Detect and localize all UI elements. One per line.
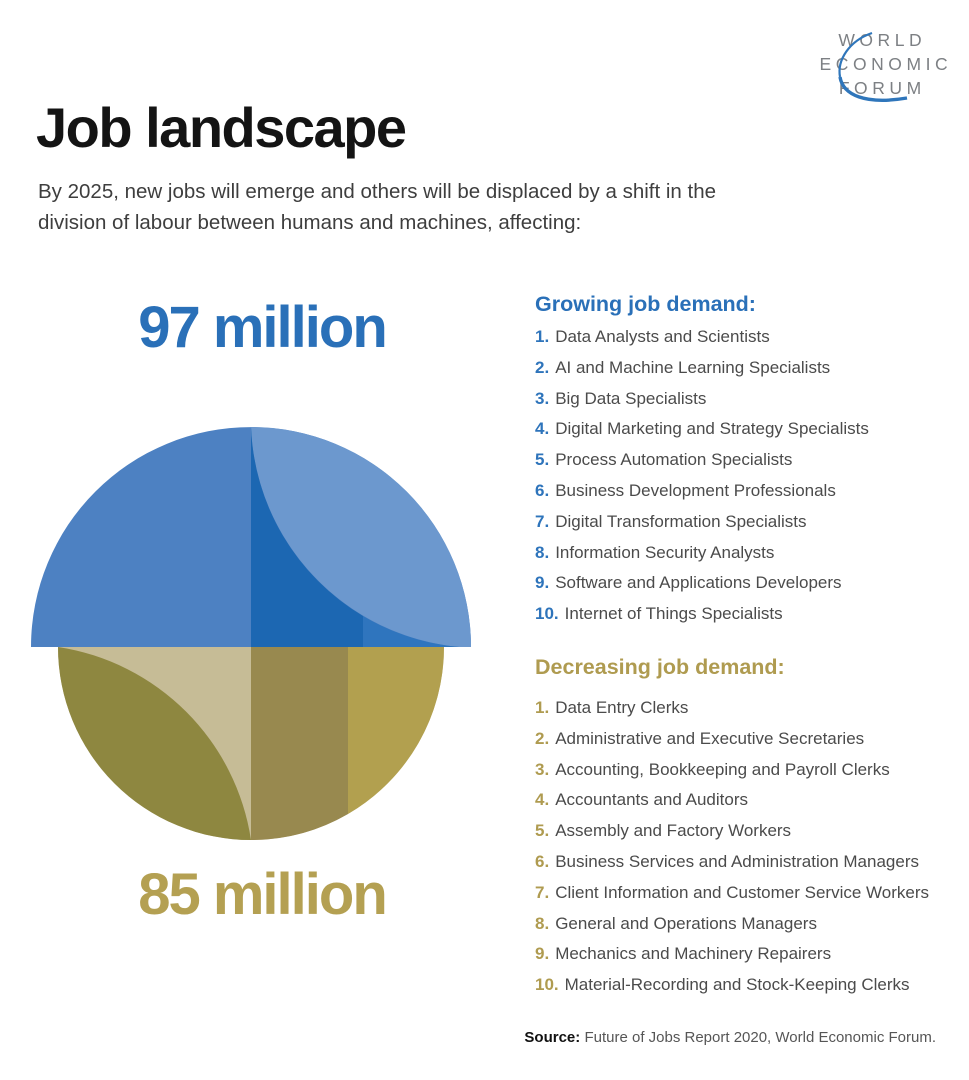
decreasing-petal-olive bbox=[58, 647, 251, 840]
decreasing-wedge-gold bbox=[348, 647, 445, 814]
list-item: 9. Software and Applications Developers bbox=[535, 568, 869, 599]
item-label: Client Information and Customer Service … bbox=[555, 882, 930, 902]
item-label: AI and Machine Learning Specialists bbox=[555, 357, 831, 377]
list-item: 1. Data Analysts and Scientists bbox=[535, 322, 869, 353]
source-line: Source: Future of Jobs Report 2020, Worl… bbox=[524, 1029, 936, 1046]
item-number: 6. bbox=[535, 851, 550, 871]
growing-total-value: 97 million bbox=[138, 295, 388, 360]
growing-sliver-mid bbox=[363, 616, 459, 647]
item-label: Digital Transformation Specialists bbox=[555, 511, 807, 531]
list-item: 2. AI and Machine Learning Specialists bbox=[535, 353, 869, 384]
item-number: 2. bbox=[535, 357, 550, 377]
item-label: Accountants and Auditors bbox=[555, 790, 748, 810]
item-label: Digital Marketing and Strategy Specialis… bbox=[555, 419, 869, 439]
list-item: 7. Client Information and Customer Servic… bbox=[535, 878, 929, 909]
item-number: 7. bbox=[535, 882, 550, 902]
item-label: General and Operations Managers bbox=[555, 913, 817, 933]
wef-logo-word-2: ECONOMIC bbox=[819, 54, 953, 74]
list-item: 2. Administrative and Executive Secretari… bbox=[535, 724, 929, 755]
item-number: 4. bbox=[535, 790, 550, 810]
item-number: 6. bbox=[535, 480, 550, 500]
decreasing-strip-center bbox=[251, 647, 348, 841]
item-label: Administrative and Executive Secretaries bbox=[555, 728, 865, 748]
item-label: Mechanics and Machinery Repairers bbox=[555, 944, 832, 964]
list-item: 7. Digital Transformation Specialists bbox=[535, 507, 869, 538]
item-label: Accounting, Bookkeeping and Payroll Cler… bbox=[555, 759, 890, 779]
item-label: Assembly and Factory Workers bbox=[555, 821, 792, 841]
item-number: 8. bbox=[535, 542, 550, 562]
list-item: 6. Business Development Professionals bbox=[535, 476, 869, 507]
item-number: 5. bbox=[535, 821, 550, 841]
list-item: 5. Assembly and Factory Workers bbox=[535, 816, 929, 847]
growing-wedge-dark bbox=[251, 427, 363, 647]
item-number: 2. bbox=[535, 728, 550, 748]
item-number: 1. bbox=[535, 327, 550, 346]
decreasing-list: 1. Data Entry Clerks 2. Administrative and… bbox=[535, 693, 929, 1001]
intro-text: By 2025, new jobs will emerge and others… bbox=[38, 177, 798, 238]
list-item: 8. General and Operations Managers bbox=[535, 909, 929, 940]
decreasing-heading: Decreasing job demand: bbox=[535, 655, 785, 679]
list-item: 8. Information Security Analysts bbox=[535, 538, 869, 569]
list-item: 3. Big Data Specialists bbox=[535, 384, 869, 415]
item-label: Business Development Professionals bbox=[555, 480, 836, 500]
list-item: 5. Process Automation Specialists bbox=[535, 445, 869, 476]
wef-logo: WORLD ECONOMIC FORUM bbox=[815, 28, 953, 102]
list-item: 3. Accounting, Bookkeeping and Payroll Cl… bbox=[535, 755, 929, 786]
item-number: 5. bbox=[535, 450, 550, 470]
growing-list: 1. Data Analysts and Scientists 2. AI and … bbox=[535, 322, 869, 630]
item-number: 10. bbox=[535, 604, 559, 624]
item-number: 7. bbox=[535, 511, 550, 531]
growing-heading: Growing job demand: bbox=[535, 292, 756, 316]
item-label: Internet of Things Specialists bbox=[564, 604, 783, 624]
item-number: 4. bbox=[535, 419, 550, 439]
intro-text-line-2: division of labour between humans and ma… bbox=[38, 210, 582, 234]
wef-logo-word-1: WORLD bbox=[838, 30, 927, 50]
list-item: 10. Material-Recording and Stock-Keeping … bbox=[535, 970, 929, 1001]
source-text: Future of Jobs Report 2020, World Econom… bbox=[584, 1029, 936, 1046]
item-label: Big Data Specialists bbox=[555, 388, 707, 408]
item-number: 9. bbox=[535, 944, 550, 964]
item-number: 9. bbox=[535, 573, 550, 593]
item-label: Business Services and Administration Man… bbox=[555, 851, 919, 871]
list-item: 1. Data Entry Clerks bbox=[535, 693, 929, 724]
item-number: 3. bbox=[535, 388, 550, 408]
list-item: 4. Digital Marketing and Strategy Special… bbox=[535, 414, 869, 445]
item-number: 10. bbox=[535, 975, 559, 995]
decreasing-total-value: 85 million bbox=[138, 862, 388, 927]
item-number: 1. bbox=[535, 698, 550, 717]
growing-petal-light bbox=[251, 427, 471, 647]
page-title: Job landscape bbox=[36, 96, 407, 159]
list-item: 4. Accountants and Auditors bbox=[535, 785, 929, 816]
item-label: Information Security Analysts bbox=[555, 542, 775, 562]
intro-text-line-1: By 2025, new jobs will emerge and others… bbox=[38, 180, 717, 203]
list-item: 6. Business Services and Administration M… bbox=[535, 847, 929, 878]
item-label: Material-Recording and Stock-Keeping Cle… bbox=[564, 975, 910, 995]
source-label: Source: bbox=[524, 1029, 581, 1046]
list-item: 9. Mechanics and Machinery Repairers bbox=[535, 939, 929, 970]
item-label: Software and Applications Developers bbox=[555, 573, 842, 593]
item-label: Data Entry Clerks bbox=[555, 698, 689, 717]
item-label: Process Automation Specialists bbox=[555, 450, 793, 470]
job-landscape-circle-graphic bbox=[31, 427, 471, 841]
wef-logo-word-3: FORUM bbox=[838, 78, 926, 98]
item-label: Data Analysts and Scientists bbox=[555, 327, 770, 346]
list-item: 10. Internet of Things Specialists bbox=[535, 599, 869, 630]
item-number: 3. bbox=[535, 759, 550, 779]
item-number: 8. bbox=[535, 913, 550, 933]
